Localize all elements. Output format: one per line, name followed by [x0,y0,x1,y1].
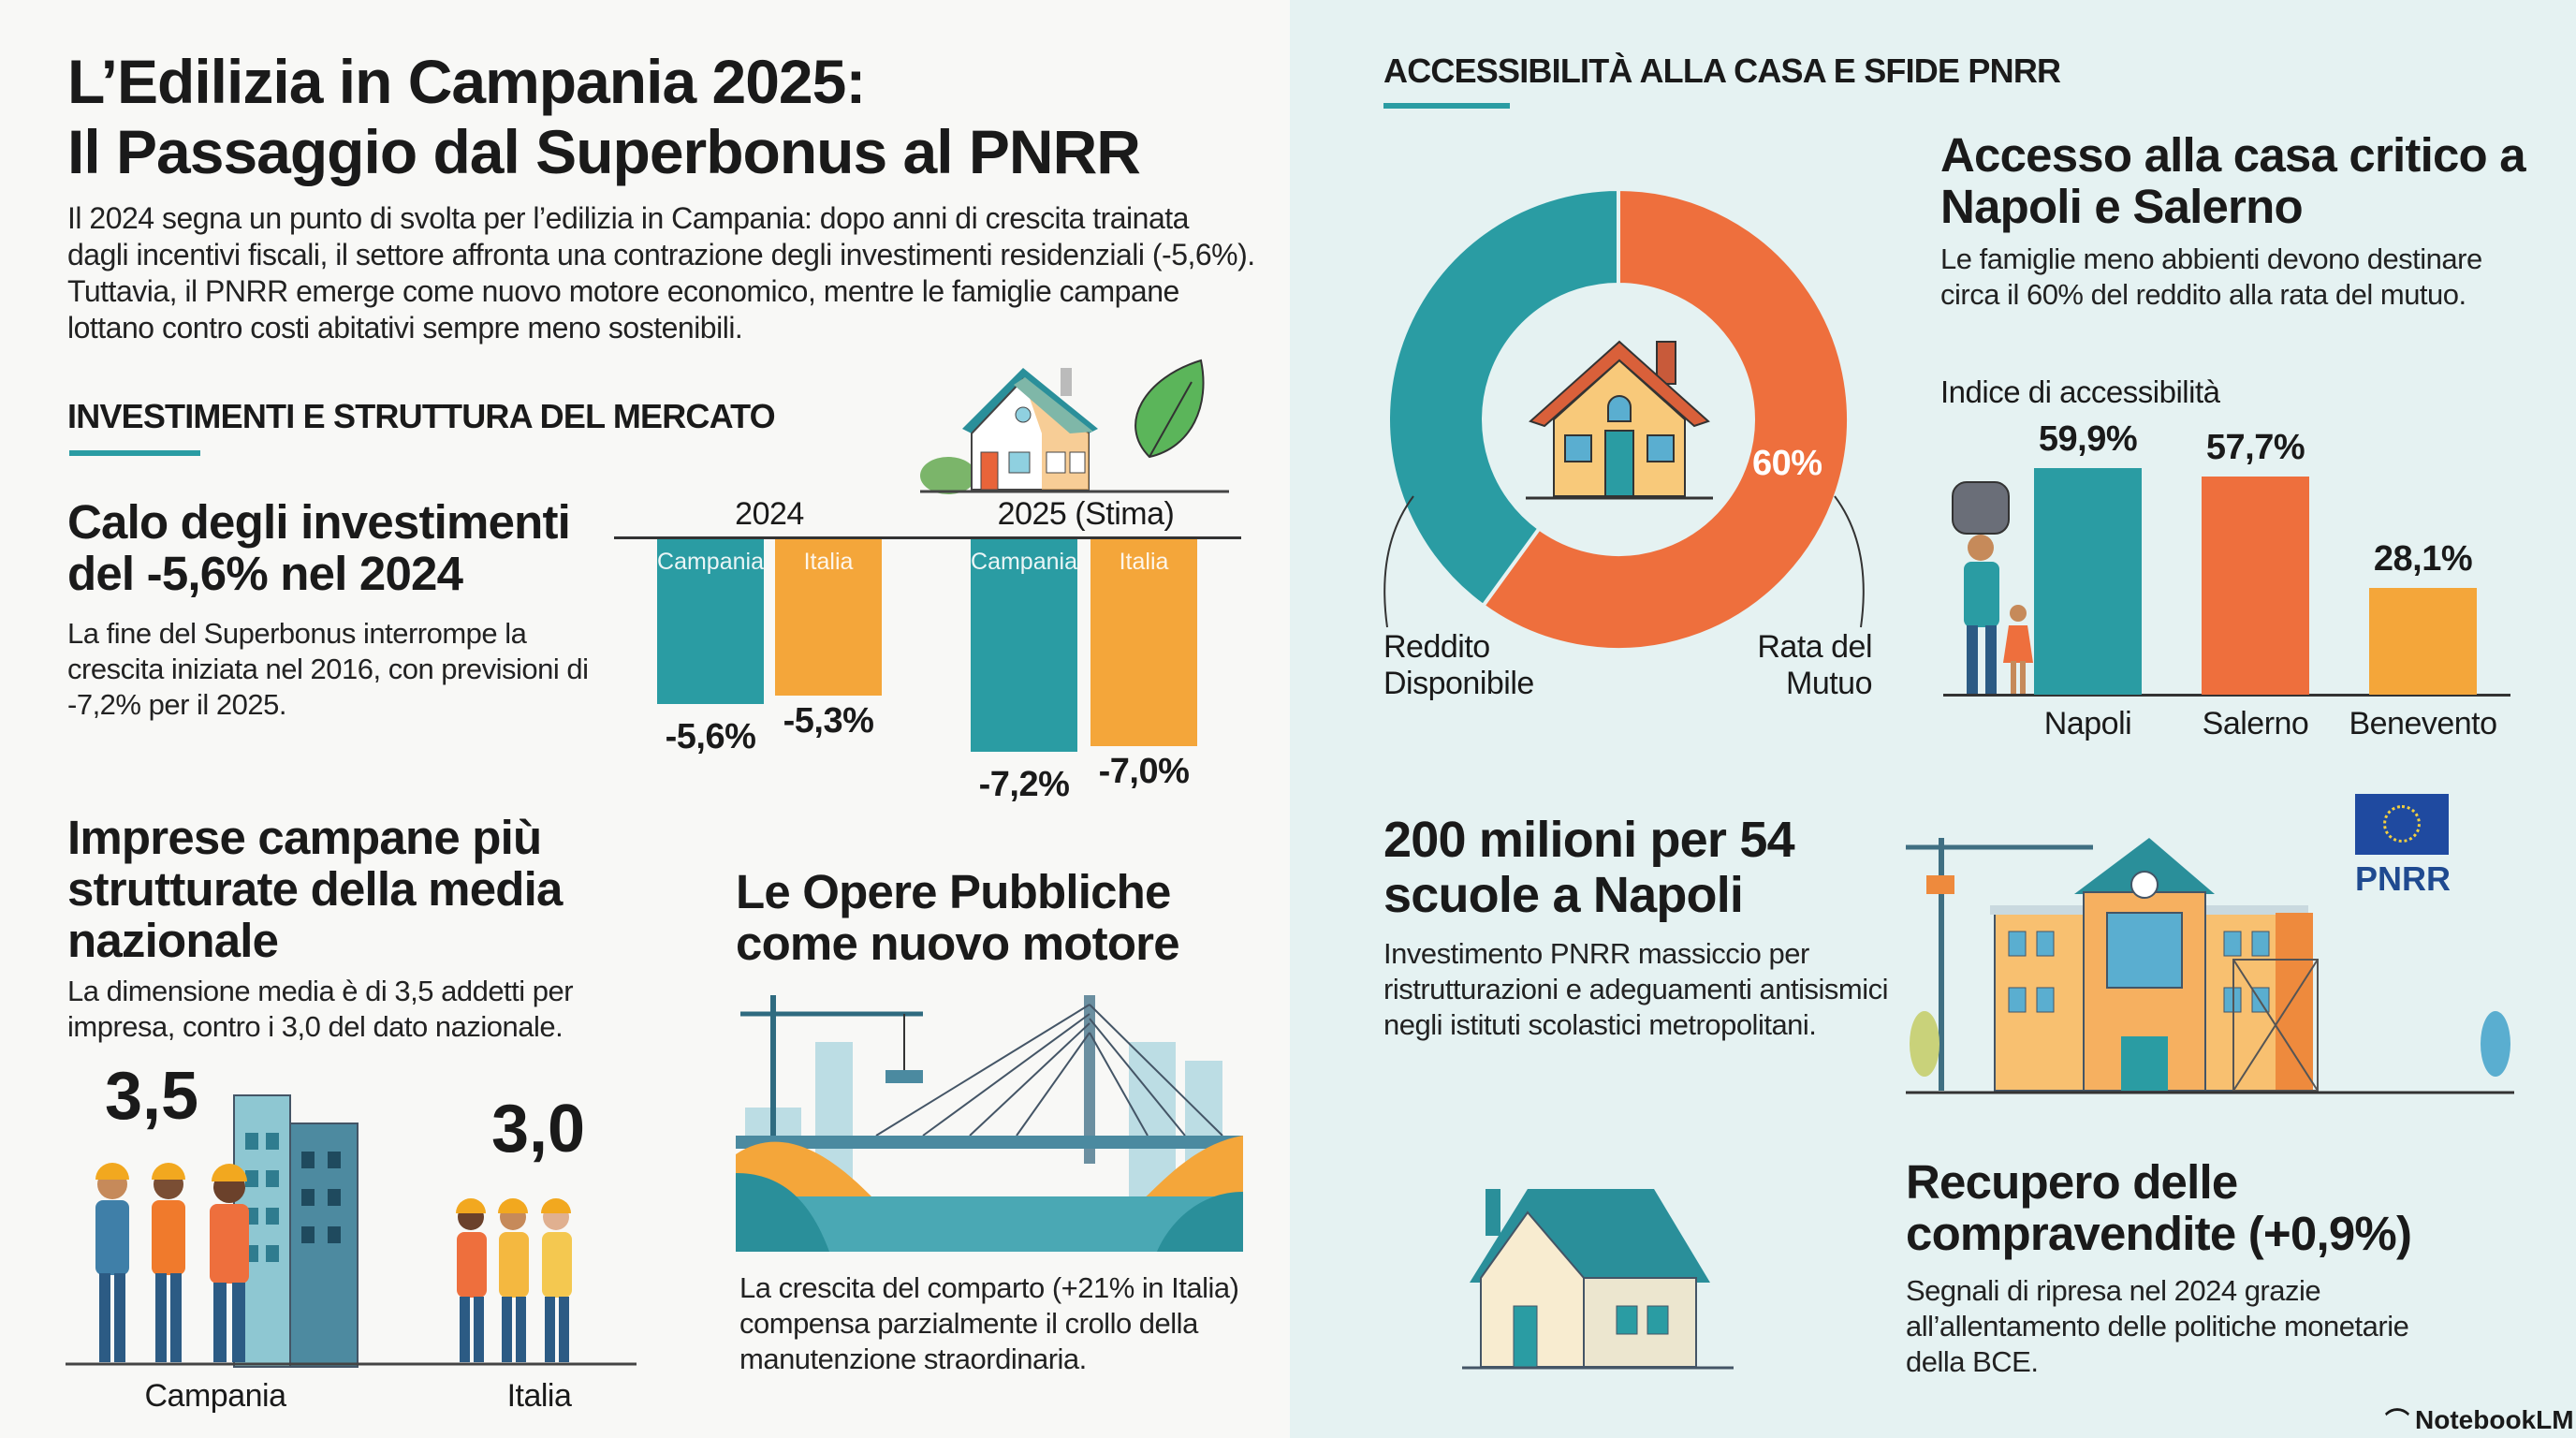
donut-label-rata: Rata del Mutuo [1757,629,1872,701]
accesso-heading: Accesso alla casa critico a Napoli e Sal… [1940,128,2526,233]
title-line-2: Il Passaggio dal Superbonus al PNRR [67,117,1141,186]
donut-label-reddito: Reddito Disponibile [1383,629,1534,701]
eu-flag-icon [2355,794,2449,855]
bar-salerno [2202,476,2309,695]
italia-value: 3,0 [491,1092,586,1167]
campania-label: Campania [144,1378,286,1414]
bar-series-label: Campania [657,549,764,575]
intro-text: Il 2024 segna un punto di svolta per l’e… [67,201,1255,345]
section-title-investimenti: INVESTIMENTI E STRUTTURA DEL MERCATO [67,397,776,435]
bar-value-label: 28,1% [2373,539,2473,580]
italia-label: Italia [506,1378,572,1414]
workers-illustration [66,1094,637,1368]
recupero-text: Segnali di ripresa nel 2024 grazie all’a… [1906,1274,2409,1378]
section-underline [1383,103,1510,109]
bar-series-label: Campania [971,549,1077,575]
house-illustration [1462,1189,1734,1370]
house-icon [1526,340,1713,500]
category-label: Salerno [2202,706,2309,741]
bar-series-label: Italia [803,549,854,575]
bar-italia: Italia [1090,539,1197,746]
eco-house-icon [920,359,1229,494]
category-label: Napoli [2043,706,2132,741]
category-label: 2025 (Stima) [997,496,1175,532]
donut-slice-rata-del-mutuo [1480,186,1851,652]
notebooklm-logo: ⌒ NotebookLM [2385,1402,2574,1437]
bar-value-label: -5,6% [665,717,756,757]
scuole-text: Investimento PNRR massiccio per ristrutt… [1383,937,1888,1041]
bar-benevento [2369,588,2477,695]
bar-campania: Campania [971,539,1077,752]
investimenti-text: La fine del Superbonus interrompe la cre… [67,617,589,721]
chart-baseline [614,536,1241,539]
bridge-illustration [736,986,1243,1252]
pnrr-label: PNRR [2355,859,2452,898]
bar-series-label: Italia [1119,549,1169,575]
imprese-text: La dimensione media è di 3,5 addetti per… [67,975,574,1043]
donut-slice-reddito-disponibile [1386,186,1620,609]
notebooklm-icon: ⌒ [2385,1407,2410,1435]
category-label: 2024 [735,496,804,532]
bar-campania: Campania [657,539,764,705]
recupero-heading: Recupero delle compravendite (+0,9%) [1906,1155,2412,1260]
campania-value: 3,5 [105,1059,199,1134]
page-title: L’Edilizia in Campania 2025: Il Passaggi… [67,47,1284,187]
donut-slice-label: 60% [1752,444,1822,483]
scuole-heading: 200 milioni per 54 scuole a Napoli [1383,812,1795,923]
leader-lines [1383,495,1865,628]
section-title-accessibilita: ACCESSIBILITÀ ALLA CASA E SFIDE PNRR [1383,51,2061,90]
brand-label: NotebookLM [2415,1404,2574,1434]
bar-value-label: -7,2% [978,764,1070,804]
investimenti-heading: Calo degli investimenti del -5,6% nel 20… [67,495,571,600]
opere-heading: Le Opere Pubbliche come nuovo motore [736,865,1180,970]
bar-value-label: 57,7% [2205,427,2305,467]
imprese-heading: Imprese campane più strutturate della me… [67,811,563,967]
bar-value-label: -5,3% [783,700,874,741]
bar-italia: Italia [775,539,882,696]
bar-napoli [2034,468,2142,695]
accessibility-chart-title: Indice di accessibilità [1940,374,2220,409]
mortgage-donut-chart [1386,186,1851,652]
section-underline [69,450,200,456]
title-line-1: L’Edilizia in Campania 2025: [67,47,866,116]
opere-text: La crescita del comparto (+21% in Italia… [739,1271,1239,1375]
school-illustration [1906,838,2514,1094]
bar-value-label: 59,9% [2038,419,2138,459]
bar-value-label: -7,0% [1098,751,1190,791]
chart-baseline [1943,694,2510,697]
category-label: Benevento [2349,706,2497,741]
accesso-text: Le famiglie meno abbienti devono destina… [1940,242,2482,311]
